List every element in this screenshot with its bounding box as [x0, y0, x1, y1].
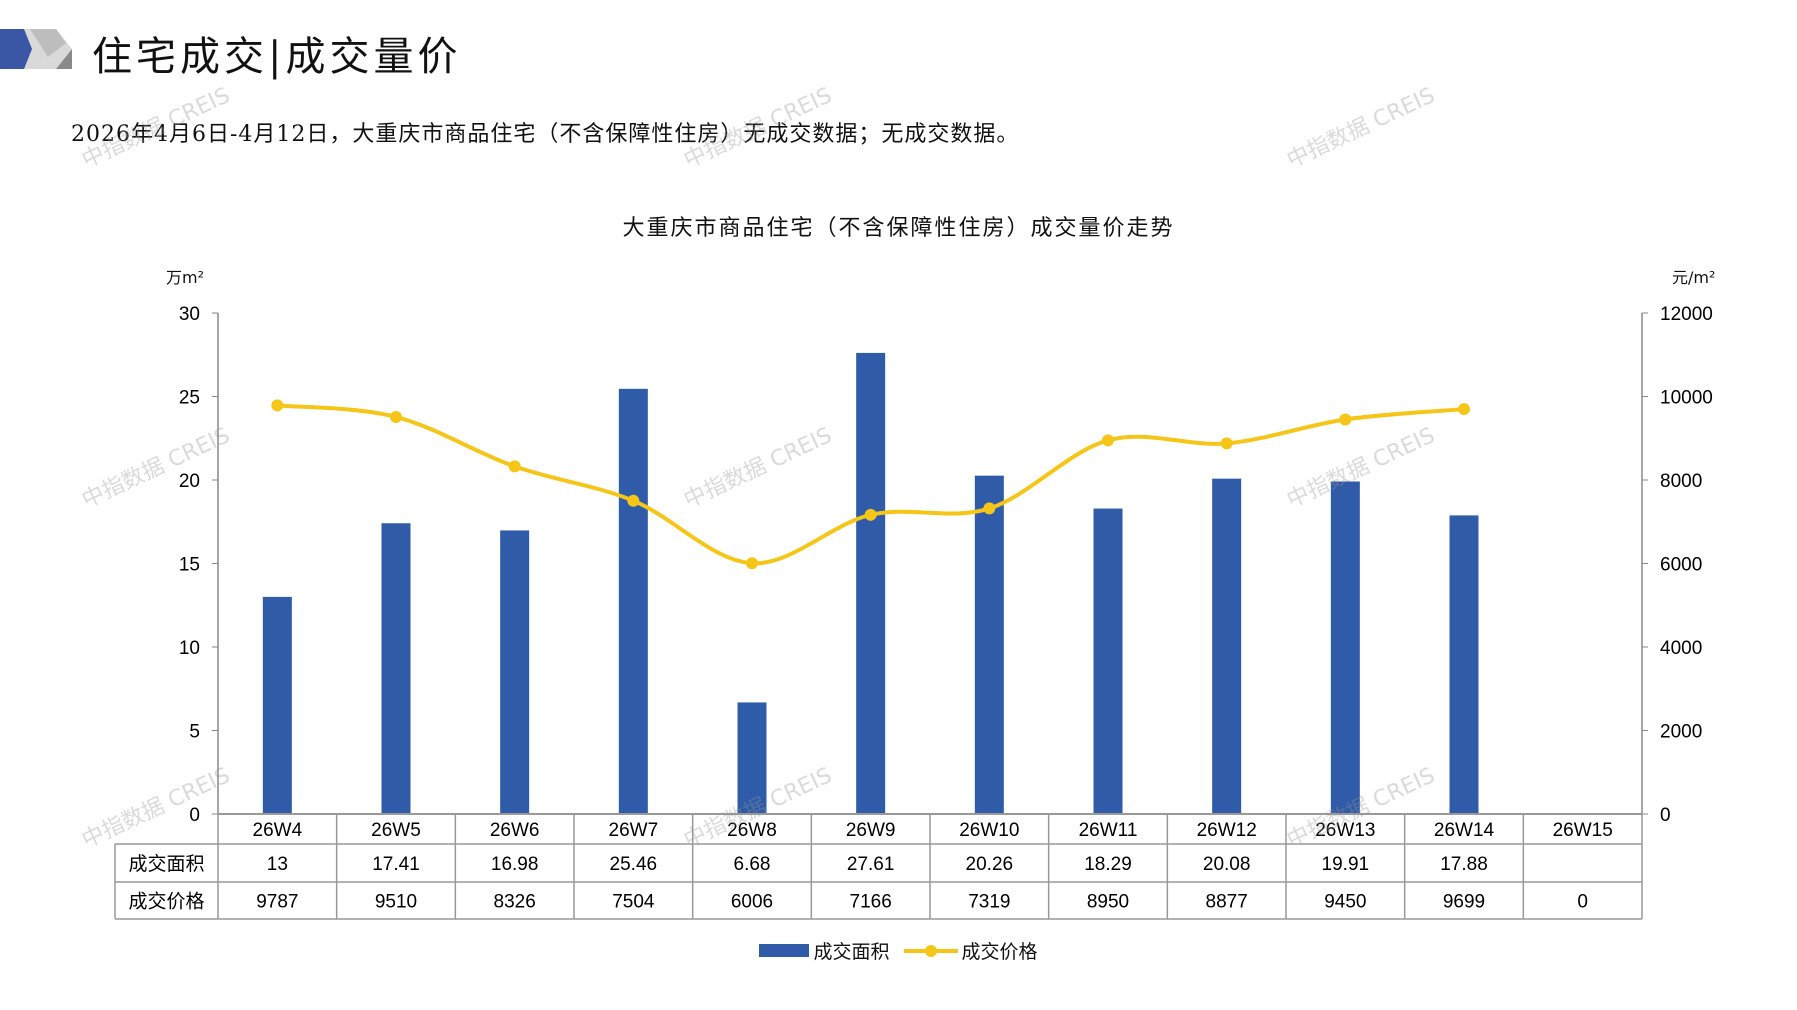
price-value: 8950 [1087, 892, 1129, 913]
left-tick-label: 25 [179, 388, 200, 409]
category-label: 26W14 [1434, 820, 1495, 841]
chart-title: 大重庆市商品住宅（不含保障性住房）成交量价走势 [622, 216, 1175, 241]
bar-26W8 [737, 702, 767, 814]
bar-26W13 [1330, 481, 1360, 814]
price-point-26W5 [390, 410, 402, 423]
legend-label: 成交价格 [961, 941, 1038, 963]
area-value: 16.98 [491, 854, 539, 875]
price-point-26W6 [508, 460, 521, 473]
area-value: 6.68 [734, 854, 771, 875]
left-tick-label: 5 [189, 722, 200, 743]
legend-item-area[interactable]: 成交面积 [759, 937, 890, 964]
header-logo [0, 29, 72, 69]
price-value: 9510 [375, 892, 417, 913]
category-label: 26W9 [846, 820, 896, 841]
row-header-area: 成交面积 [128, 853, 204, 875]
category-label: 26W4 [253, 820, 303, 841]
summary-text: 2026年4月6日-4月12日，大重庆市商品住宅（不含保障性住房）无成交数据；无… [71, 122, 1020, 147]
area-value: 27.61 [847, 854, 895, 875]
category-label: 26W12 [1197, 820, 1257, 841]
price-value: 0 [1577, 892, 1588, 913]
right-tick-label: 0 [1660, 805, 1671, 826]
left-tick-label: 15 [179, 555, 200, 576]
price-value: 7166 [850, 892, 892, 913]
price-point-26W12 [1220, 437, 1233, 450]
price-value: 8326 [494, 892, 536, 913]
left-tick-label: 10 [179, 638, 200, 659]
area-value: 19.91 [1322, 854, 1370, 875]
logo-icon [0, 29, 72, 69]
legend: 成交面积 成交价格 [0, 937, 1797, 964]
price-value: 6006 [731, 892, 773, 913]
bar-26W9 [856, 352, 886, 814]
right-tick-label: 2000 [1660, 722, 1702, 743]
left-axis-unit: 万m² [166, 268, 205, 287]
bar-26W5 [381, 523, 411, 814]
area-value: 20.26 [966, 854, 1014, 875]
price-value: 8877 [1206, 892, 1248, 913]
legend-bar-swatch [759, 944, 810, 957]
right-tick-label: 12000 [1660, 304, 1713, 325]
category-label: 26W7 [609, 820, 659, 841]
price-value: 7504 [612, 892, 655, 913]
price-point-26W7 [627, 494, 640, 507]
category-label: 26W5 [371, 820, 421, 841]
category-label: 26W8 [727, 820, 777, 841]
category-label: 26W11 [1079, 820, 1138, 841]
price-value: 7319 [968, 892, 1010, 913]
area-value: 20.08 [1203, 854, 1251, 875]
price-value: 9787 [256, 892, 298, 913]
area-value: 17.41 [372, 854, 420, 875]
bar-26W12 [1212, 478, 1242, 814]
area-value: 18.29 [1084, 854, 1132, 875]
bar-26W4 [262, 596, 292, 814]
category-label: 26W15 [1553, 820, 1613, 841]
left-tick-label: 0 [189, 805, 200, 826]
price-point-26W14 [1458, 403, 1470, 416]
right-axis-unit: 元/m² [1672, 268, 1716, 287]
category-label: 26W10 [959, 820, 1019, 841]
price-point-26W8 [746, 557, 758, 570]
price-point-26W4 [271, 399, 284, 412]
right-tick-label: 4000 [1660, 638, 1702, 659]
price-point-26W10 [983, 502, 996, 515]
left-tick-label: 20 [179, 471, 200, 492]
row-header-price: 成交价格 [128, 891, 204, 913]
category-label: 26W6 [490, 820, 540, 841]
price-point-26W11 [1102, 434, 1114, 447]
right-tick-label: 10000 [1660, 388, 1713, 409]
area-value: 17.88 [1440, 854, 1488, 875]
legend-label: 成交面积 [813, 941, 890, 963]
right-tick-label: 8000 [1660, 471, 1702, 492]
bar-26W11 [1093, 508, 1123, 814]
price-point-26W9 [864, 508, 877, 521]
category-label: 26W13 [1315, 820, 1375, 841]
price-value: 9699 [1443, 892, 1485, 913]
bar-26W14 [1449, 515, 1479, 814]
page-title: 住宅成交|成交量价 [92, 34, 462, 80]
left-tick-label: 30 [179, 304, 200, 325]
bar-26W10 [974, 475, 1004, 814]
area-value: 13 [267, 854, 288, 875]
legend-item-price[interactable]: 成交价格 [903, 937, 1038, 964]
price-point-26W13 [1339, 413, 1352, 426]
bar-26W7 [618, 388, 648, 814]
right-tick-label: 6000 [1660, 555, 1702, 576]
bar-26W6 [500, 530, 530, 814]
area-value: 25.46 [610, 854, 658, 875]
legend-line-swatch [903, 944, 958, 957]
price-value: 9450 [1324, 892, 1366, 913]
